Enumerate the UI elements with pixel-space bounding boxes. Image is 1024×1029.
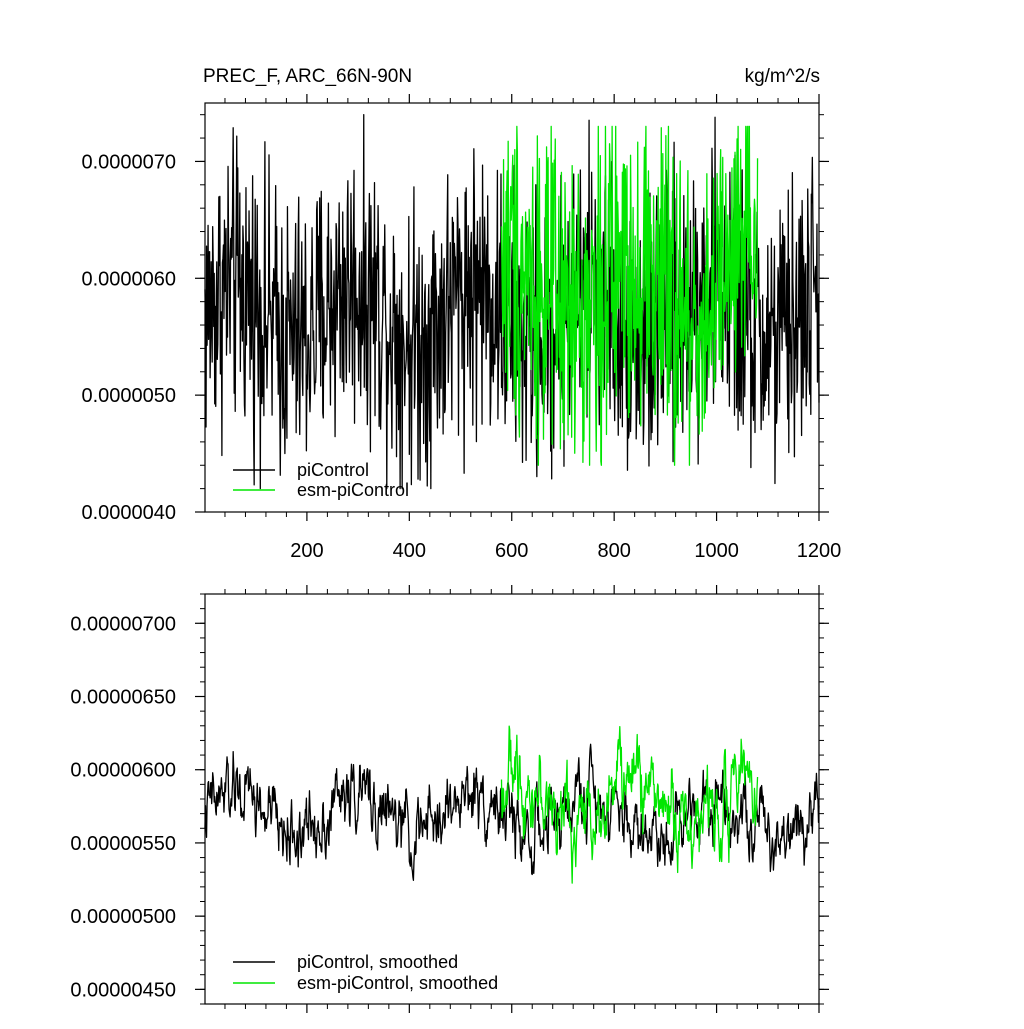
x-tick-label: 1000	[694, 540, 739, 562]
bottom-axis-ticks: 0.00000450 0.00000500 0.00000550 0.00000600…	[70, 585, 829, 1013]
legend-label-esm-picontrol-smoothed: esm-piControl, smoothed	[297, 973, 498, 993]
chart-title: PREC_F, ARC_66N-90N	[203, 66, 412, 87]
x-tick-label: 800	[597, 540, 630, 562]
top-axis-ticks: 200 400 600 800 1000 1200 0.0000040 0.0000050 0.…	[81, 94, 841, 562]
x-tick-label: 1200	[797, 540, 842, 562]
legend-label-esm-picontrol: esm-piControl	[297, 480, 409, 500]
bottom-legend: piControl, smoothed esm-piControl, smoot…	[233, 952, 498, 993]
y-tick-label: 0.0000060	[81, 268, 176, 290]
series-line-esm-picontrol-smoothed	[500, 725, 759, 884]
chart-units: kg/m^2/s	[745, 66, 820, 87]
y-tick-label: 0.0000050	[81, 385, 176, 407]
x-tick-label: 600	[495, 540, 528, 562]
top-legend: piControl esm-piControl	[233, 460, 409, 500]
y-tick-label: 0.00000650	[70, 687, 176, 709]
legend-label-picontrol: piControl	[297, 460, 369, 480]
top-series-group	[204, 114, 820, 490]
top-panel: PREC_F, ARC_66N-90N kg/m^2/s 200 400 600 80…	[81, 66, 841, 562]
y-tick-label: 0.00000600	[70, 760, 176, 782]
y-tick-label: 0.00000500	[70, 906, 176, 928]
series-line-esm-picontrol	[500, 125, 759, 466]
y-tick-label: 0.00000450	[70, 979, 176, 1001]
x-tick-label: 400	[393, 540, 426, 562]
bottom-series-group	[204, 725, 820, 884]
y-tick-label: 0.0000070	[81, 151, 176, 173]
x-tick-label: 200	[290, 540, 323, 562]
y-tick-label: 0.00000700	[70, 613, 176, 635]
bottom-panel: 0.00000450 0.00000500 0.00000550 0.00000600…	[70, 585, 829, 1013]
series-line-picontrol-smoothed	[204, 743, 820, 881]
legend-label-picontrol-smoothed: piControl, smoothed	[297, 952, 458, 972]
y-tick-label: 0.00000550	[70, 833, 176, 855]
y-tick-label: 0.0000040	[81, 502, 176, 524]
